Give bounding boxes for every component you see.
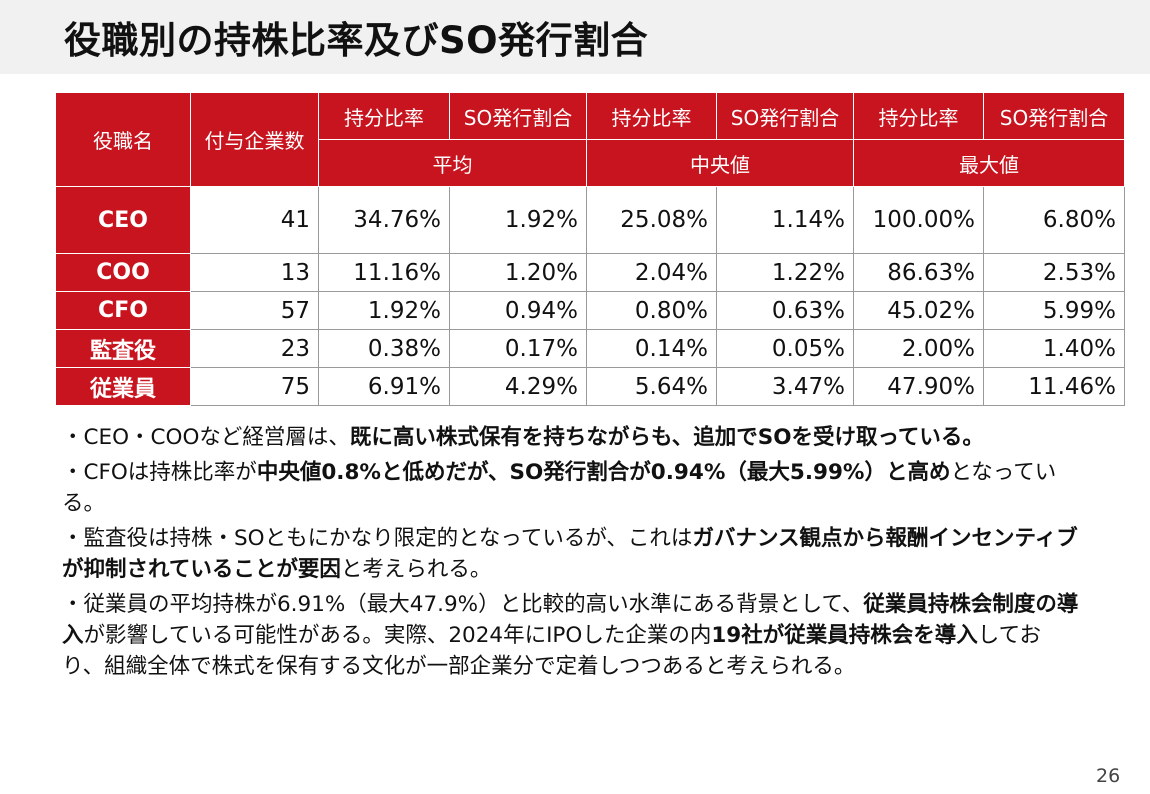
bullet-text-bold: 19社が従業員持株会を導入 <box>711 623 978 648</box>
value-cell: 1.22% <box>716 253 854 292</box>
bullet-point: ・従業員の平均持株が6.91%（最大47.9%）と比較的高い水準にある背景として… <box>62 589 1082 682</box>
stock-ratio-table: 役職名 付与企業数 持分比率 SO発行割合 持分比率 SO発行割合 持分比率 S… <box>55 92 1125 406</box>
value-cell: 3.47% <box>716 367 854 406</box>
value-cell: 45.02% <box>853 291 984 330</box>
header-group-average: 平均 <box>318 139 587 187</box>
value-cell: 0.63% <box>716 291 854 330</box>
row-label: CFO <box>55 291 191 330</box>
value-cell: 0.94% <box>449 291 587 330</box>
value-cell: 0.17% <box>449 329 587 368</box>
value-cell: 2.04% <box>586 253 717 292</box>
value-cell: 11.46% <box>983 367 1125 406</box>
value-cell: 34.76% <box>318 186 450 254</box>
table-row: COO 13 11.16% 1.20% 2.04% 1.22% 86.63% 2… <box>55 253 1125 292</box>
company-count: 13 <box>190 253 319 292</box>
bullet-point: ・CEO・COOなど経営層は、既に高い株式保有を持ちながらも、追加でSOを受け取… <box>62 422 1082 453</box>
bullet-text: と考えられる。 <box>340 557 492 582</box>
value-cell: 5.64% <box>586 367 717 406</box>
header-row-groups: 平均 中央値 最大値 <box>56 139 1125 187</box>
table-row: 従業員 75 6.91% 4.29% 5.64% 3.47% 47.90% 11… <box>55 367 1125 406</box>
bullet-text: となっている。 <box>62 460 1057 516</box>
bullet-text-bold: 既に高い株式保有を持ちながらも、追加でSOを受け取っている。 <box>349 425 984 450</box>
bullet-text-bold: 中央値0.8%と低めだが、SO発行割合が0.94%（最大5.99%）と高め <box>256 460 951 485</box>
header-group-max: 最大値 <box>853 139 1125 187</box>
value-cell: 100.00% <box>853 186 984 254</box>
title-bar: 役職別の持株比率及びSO発行割合 <box>0 0 1150 74</box>
header-group-median: 中央値 <box>586 139 854 187</box>
bullet-text: ・CFOは持株比率が <box>62 460 257 485</box>
commentary: ・CEO・COOなど経営層は、既に高い株式保有を持ちながらも、追加でSOを受け取… <box>62 422 1082 686</box>
value-cell: 1.20% <box>449 253 587 292</box>
value-cell: 1.14% <box>716 186 854 254</box>
bullet-text-bold: 従業員持株会制度の導入 <box>62 592 1079 648</box>
value-cell: 4.29% <box>449 367 587 406</box>
value-cell: 1.92% <box>318 291 450 330</box>
value-cell: 25.08% <box>586 186 717 254</box>
page-number: 26 <box>1096 765 1121 787</box>
value-cell: 0.38% <box>318 329 450 368</box>
table-row: 監査役 23 0.38% 0.17% 0.14% 0.05% 2.00% 1.4… <box>55 329 1125 368</box>
bullet-text: ・CEO・COOなど経営層は、 <box>62 425 350 450</box>
value-cell: 6.80% <box>983 186 1125 254</box>
header-row-metrics: 役職名 付与企業数 持分比率 SO発行割合 持分比率 SO発行割合 持分比率 S… <box>55 92 1125 187</box>
header-companies: 付与企業数 <box>190 92 319 187</box>
header-metric: SO発行割合 <box>716 92 854 140</box>
bullet-point: ・CFOは持株比率が中央値0.8%と低めだが、SO発行割合が0.94%（最大5.… <box>62 457 1082 519</box>
value-cell: 0.14% <box>586 329 717 368</box>
row-label: CEO <box>55 186 191 254</box>
header-metric: 持分比率 <box>318 92 450 140</box>
bullet-text: ・監査役は持株・SOともにかなり限定的となっているが、これは <box>62 526 693 551</box>
header-metric: 持分比率 <box>853 92 984 140</box>
page-title: 役職別の持株比率及びSO発行割合 <box>64 19 649 62</box>
value-cell: 0.05% <box>716 329 854 368</box>
header-role: 役職名 <box>55 92 191 187</box>
value-cell: 6.91% <box>318 367 450 406</box>
value-cell: 1.40% <box>983 329 1125 368</box>
company-count: 23 <box>190 329 319 368</box>
table-row: CEO 41 34.76% 1.92% 25.08% 1.14% 100.00%… <box>55 186 1125 254</box>
table-row: CFO 57 1.92% 0.94% 0.80% 0.63% 45.02% 5.… <box>55 291 1125 330</box>
company-count: 75 <box>190 367 319 406</box>
value-cell: 1.92% <box>449 186 587 254</box>
header-metric: SO発行割合 <box>983 92 1125 140</box>
value-cell: 2.53% <box>983 253 1125 292</box>
value-cell: 0.80% <box>586 291 717 330</box>
company-count: 57 <box>190 291 319 330</box>
row-label: 従業員 <box>55 367 191 406</box>
header-metric: 持分比率 <box>586 92 717 140</box>
value-cell: 11.16% <box>318 253 450 292</box>
value-cell: 47.90% <box>853 367 984 406</box>
bullet-text-bold: ガバナンス観点から報酬インセンティブが抑制されていることが要因 <box>62 526 1078 582</box>
value-cell: 86.63% <box>853 253 984 292</box>
row-label: COO <box>55 253 191 292</box>
company-count: 41 <box>190 186 319 254</box>
bullet-text: が影響している可能性がある。実際、2024年にIPOした企業の内 <box>83 623 712 648</box>
bullet-point: ・監査役は持株・SOともにかなり限定的となっているが、これはガバナンス観点から報… <box>62 523 1082 585</box>
header-metric: SO発行割合 <box>449 92 587 140</box>
bullet-text: ・従業員の平均持株が6.91%（最大47.9%）と比較的高い水準にある背景として… <box>62 592 864 617</box>
bullet-text: しており、組織全体で株式を保有する文化が一部企業分で定着しつつあると考えられる。 <box>62 623 1041 679</box>
value-cell: 2.00% <box>853 329 984 368</box>
row-label: 監査役 <box>55 329 191 368</box>
value-cell: 5.99% <box>983 291 1125 330</box>
